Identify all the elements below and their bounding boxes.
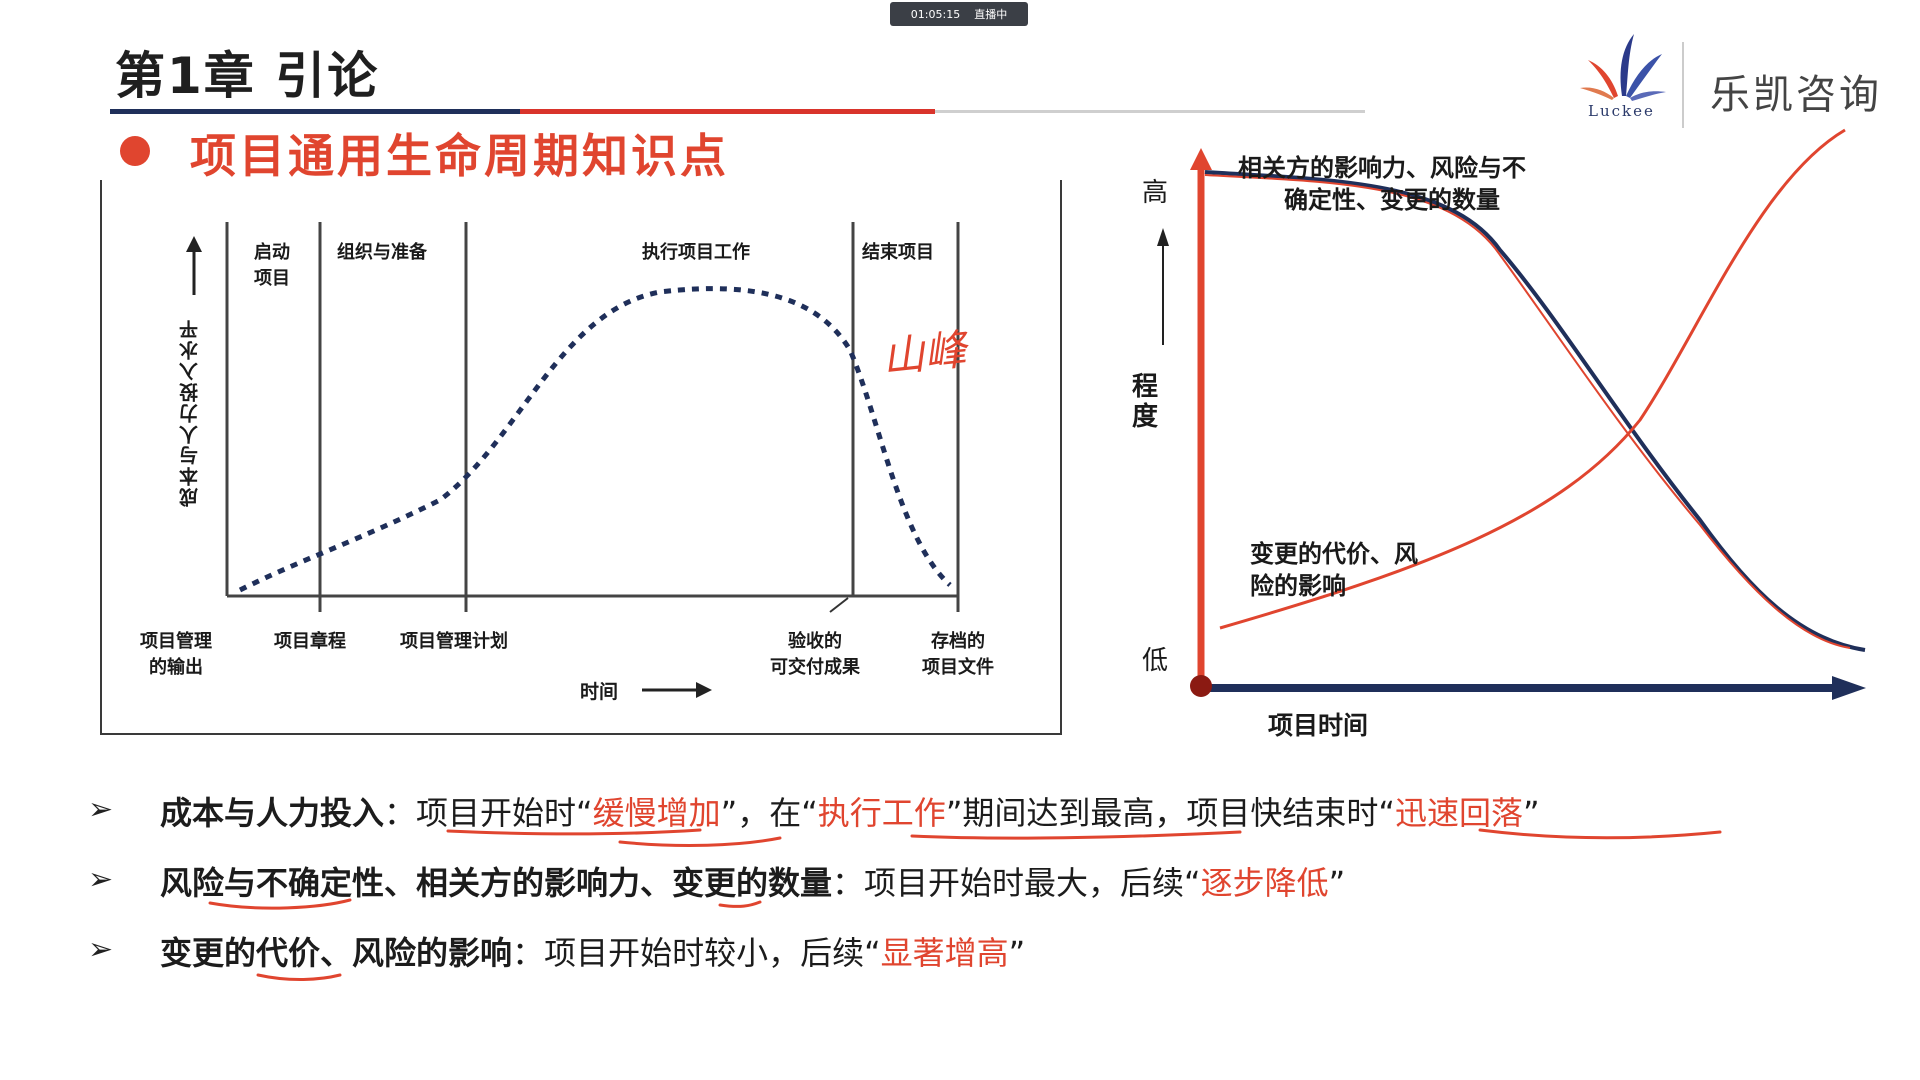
logo-name: 乐凯咨询 <box>1710 72 1882 118</box>
phase-dividers <box>225 222 960 612</box>
milestone-ticks <box>829 597 849 613</box>
archive-label: 存档的 项目文件 <box>912 627 1004 679</box>
point3-text-b: ” <box>1008 934 1026 972</box>
phase-start-line1: 启动 <box>254 242 290 263</box>
point-risk-influence: 风险与不确定性、相关方的影响力、变更的数量：项目开始时最大，后续“逐步降低” <box>160 858 1345 904</box>
left-chart-frame <box>100 180 1062 735</box>
bullet-arrow-2: ➢ <box>88 862 114 897</box>
logo-wordmark: Luckee <box>1588 102 1655 120</box>
output-label-line2: 的输出 <box>149 657 203 678</box>
resource-level-curve <box>238 286 952 593</box>
cost-curve-label-line1: 变更的代价、风 <box>1250 540 1418 568</box>
cost-curve-label: 变更的代价、风 险的影响 <box>1250 538 1418 602</box>
y-axis-title: 程 度 <box>1132 372 1158 432</box>
bullet-arrow-3: ➢ <box>88 932 114 967</box>
phase-close-label: 结束项目 <box>862 242 934 263</box>
right-chart-axes <box>1157 148 1866 700</box>
influence-risk-curve <box>1204 170 1866 652</box>
point1-highlight-c: 迅速回落 <box>1394 794 1523 832</box>
point3-text-a: ：项目开始时较小，后续“ <box>512 934 881 972</box>
point3-highlight: 显著增高 <box>880 934 1009 972</box>
phase-start-line2: 项目 <box>254 268 290 289</box>
y-high-label: 高 <box>1142 178 1169 208</box>
point-cost-effort: 成本与人力投入：项目开始时“缓慢增加”，在“执行工作”期间达到最高，项目快结束时… <box>160 788 1540 834</box>
chapter-title: 第1章 引论 <box>115 47 380 105</box>
point2-text-a: ：项目开始时最大，后续“ <box>832 864 1201 902</box>
point3-term-a: 变更的 <box>160 934 257 972</box>
archive-label-line2: 项目文件 <box>922 657 994 678</box>
deliverables-label: 验收的 可交付成果 <box>760 627 870 679</box>
x-axis-arrow <box>642 682 712 698</box>
bullet-arrow-1: ➢ <box>88 792 114 827</box>
title-rule-accent <box>520 109 935 114</box>
x-axis-title: 项目时间 <box>1268 711 1369 740</box>
archive-label-line1: 存档的 <box>931 631 985 652</box>
phase-organize-label: 组织与准备 <box>337 242 427 263</box>
phase-start-label: 启动 项目 <box>254 238 290 290</box>
y-axis-arrow <box>186 236 202 295</box>
phase-execute-label: 执行项目工作 <box>642 242 750 263</box>
section-heading: 项目通用生命周期知识点 <box>190 129 729 183</box>
point1-text-d: ” <box>1523 794 1540 832</box>
point1-text-b: ”，在“ <box>720 794 818 832</box>
deliverables-label-line1: 验收的 <box>788 631 842 652</box>
influence-curve-label-line1: 相关方的影响力、风险与不 <box>1238 154 1526 182</box>
output-label-line1: 项目管理 <box>140 631 212 652</box>
y-axis-title-char1: 程 <box>1132 372 1159 402</box>
logo-divider <box>1682 42 1684 128</box>
point-cost-of-change: 变更的代价、风险的影响：项目开始时较小，后续“显著增高” <box>160 928 1025 974</box>
y-low-label: 低 <box>1142 646 1169 676</box>
point2-term-highlight: 数量 <box>768 864 833 902</box>
point1-text-a: ：项目开始时“ <box>384 794 593 832</box>
cost-curve-label-line2: 险的影响 <box>1250 572 1346 600</box>
live-time: 01:05:15 <box>910 7 961 21</box>
influence-curve-label-line2: 确定性、变更的数量 <box>1284 186 1500 214</box>
point1-text-c: ”期间达到最高，项目快结束时“ <box>945 794 1395 832</box>
point1-highlight-b: 执行工作 <box>817 794 946 832</box>
point3-term-highlight-a: 代价 <box>256 934 321 972</box>
title-rule-light <box>935 110 1365 113</box>
point3-term-highlight-b: 影响 <box>448 934 513 972</box>
deliverables-label-line2: 可交付成果 <box>770 657 860 678</box>
cost-of-change-curve <box>1219 128 1846 630</box>
point1-term: 成本与人力投入 <box>160 794 385 832</box>
x-axis-label: 时间 <box>580 681 619 703</box>
charter-label: 项目章程 <box>274 631 346 652</box>
point1-highlight-a: 缓慢增加 <box>592 794 721 832</box>
plan-label: 项目管理计划 <box>400 631 508 652</box>
y-axis-label: 成本与人力投入水平 <box>179 318 201 507</box>
point2-text-b: ” <box>1328 864 1346 902</box>
point2-highlight: 逐步降低 <box>1200 864 1329 902</box>
influence-curve-label: 相关方的影响力、风险与不 确定性、变更的数量 <box>1238 152 1526 216</box>
point3-term-b: 、风险的 <box>320 934 449 972</box>
live-status: 直播中 <box>974 8 1008 21</box>
section-bullet-dot <box>120 136 150 166</box>
output-label: 项目管理 的输出 <box>130 627 222 679</box>
luckee-logo-icon <box>1580 34 1666 101</box>
point2-term: 风险与不确定性、相关方的影响力、变更的 <box>160 864 769 902</box>
handwritten-note: 山峰 <box>879 324 969 383</box>
title-rule <box>110 109 520 114</box>
influence-risk-curve-overlay <box>1204 174 1851 649</box>
y-axis-title-char2: 度 <box>1132 402 1159 432</box>
live-status-badge: 01:05:15 直播中 <box>890 2 1028 26</box>
